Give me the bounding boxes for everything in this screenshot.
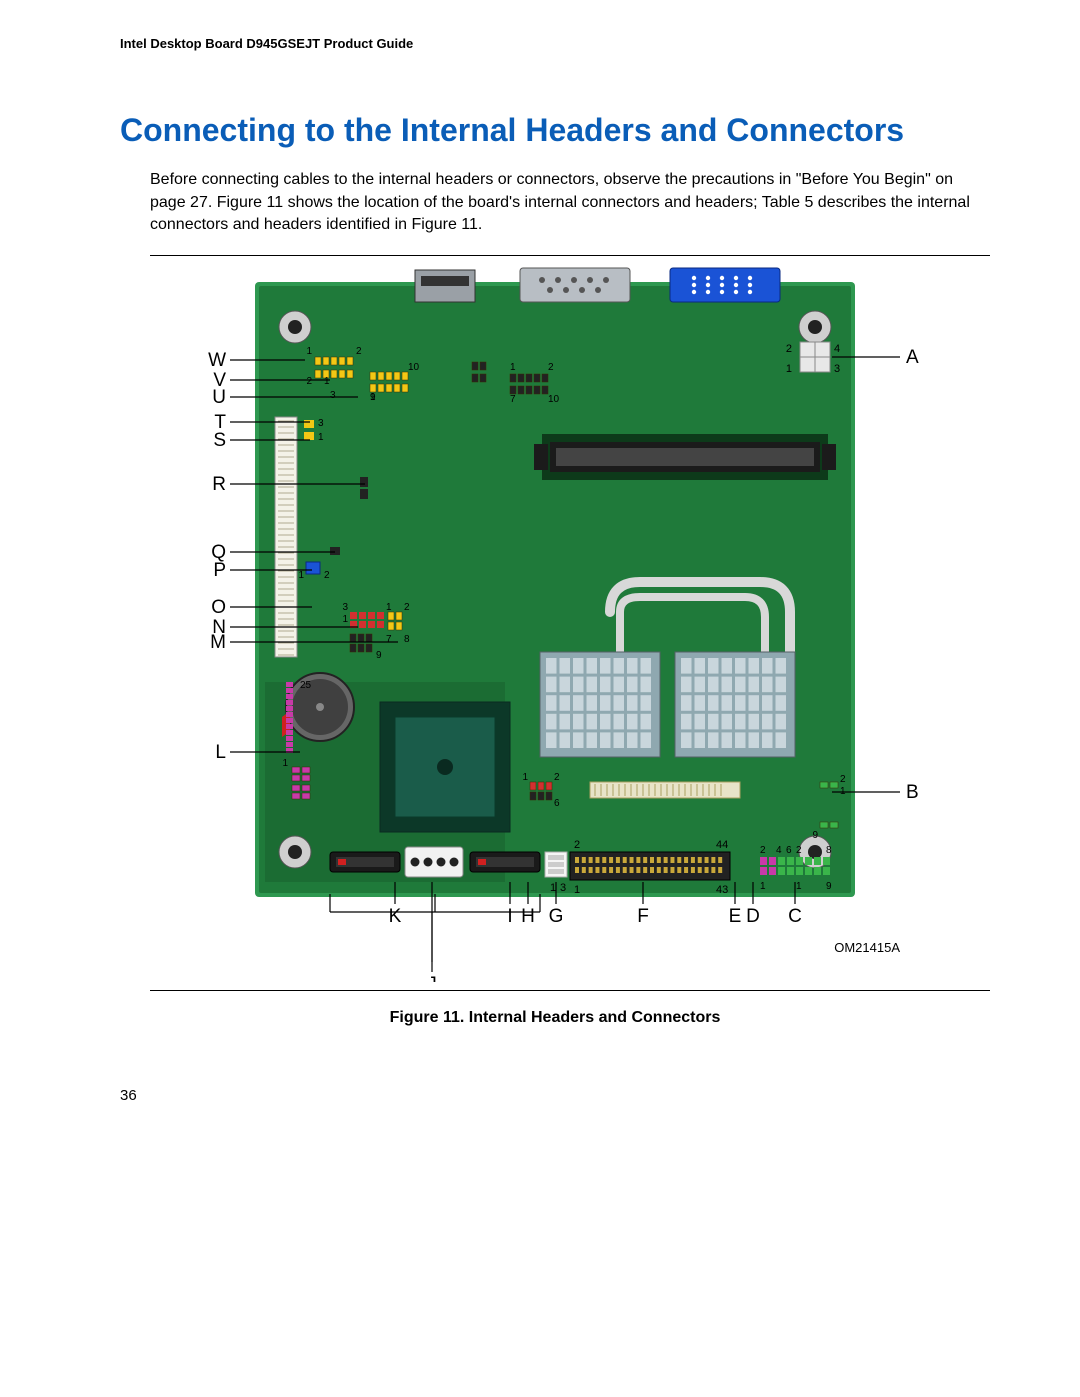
svg-text:1: 1: [760, 881, 766, 892]
svg-text:K: K: [389, 906, 402, 927]
svg-text:2: 2: [404, 602, 410, 613]
svg-text:9: 9: [370, 392, 376, 403]
svg-text:1: 1: [318, 432, 324, 443]
svg-text:2: 2: [760, 845, 766, 856]
svg-text:1: 1: [510, 362, 516, 373]
svg-text:44: 44: [716, 839, 728, 851]
svg-text:2: 2: [324, 570, 330, 581]
svg-text:C: C: [788, 906, 802, 927]
svg-text:1: 1: [386, 602, 392, 613]
svg-text:D: D: [746, 906, 760, 927]
svg-text:6: 6: [786, 845, 792, 856]
svg-text:1: 1: [298, 570, 304, 581]
svg-text:1: 1: [522, 772, 528, 783]
svg-text:4: 4: [834, 343, 840, 355]
svg-text:2: 2: [786, 343, 792, 355]
svg-text:9: 9: [812, 830, 818, 841]
svg-text:1: 1: [342, 614, 348, 625]
svg-text:3: 3: [318, 418, 324, 429]
svg-text:7: 7: [386, 634, 392, 645]
svg-text:2: 2: [574, 839, 580, 851]
svg-text:10: 10: [408, 362, 420, 373]
svg-text:43: 43: [716, 884, 728, 896]
svg-text:3: 3: [560, 882, 566, 894]
svg-text:U: U: [212, 387, 226, 408]
svg-text:M: M: [210, 632, 226, 653]
figure-frame: 1324414324628119214312211013912107311231…: [150, 255, 990, 991]
svg-text:B: B: [906, 782, 919, 803]
svg-text:2: 2: [840, 774, 846, 785]
section-title: Connecting to the Internal Headers and C…: [120, 111, 990, 149]
svg-text:10: 10: [548, 394, 560, 405]
svg-text:8: 8: [404, 634, 410, 645]
svg-text:1: 1: [574, 884, 580, 896]
svg-text:E: E: [729, 906, 742, 927]
svg-text:2: 2: [548, 362, 554, 373]
svg-text:I: I: [507, 906, 512, 927]
svg-text:F: F: [637, 906, 649, 927]
svg-text:J: J: [427, 974, 437, 982]
svg-text:S: S: [213, 430, 226, 451]
svg-text:G: G: [549, 906, 564, 927]
svg-text:3: 3: [834, 363, 840, 375]
svg-text:7: 7: [510, 394, 516, 405]
svg-text:R: R: [212, 474, 226, 495]
svg-text:3: 3: [330, 390, 336, 401]
running-header: Intel Desktop Board D945GSEJT Product Gu…: [120, 36, 990, 51]
svg-text:OM21415A: OM21415A: [834, 940, 900, 955]
board-diagram: 1324414324628119214312211013912107311231…: [150, 262, 990, 982]
svg-text:6: 6: [554, 798, 560, 809]
svg-text:1: 1: [550, 882, 556, 894]
svg-text:9: 9: [826, 881, 832, 892]
svg-text:H: H: [521, 906, 535, 927]
svg-text:1: 1: [324, 376, 330, 387]
page-number: 36: [120, 1087, 990, 1104]
svg-text:1: 1: [796, 881, 802, 892]
svg-text:8: 8: [826, 845, 832, 856]
svg-text:25: 25: [300, 680, 312, 691]
svg-text:9: 9: [376, 650, 382, 661]
svg-text:W: W: [208, 350, 226, 371]
figure-caption: Figure 11. Internal Headers and Connecto…: [120, 1009, 990, 1027]
svg-text:3: 3: [342, 602, 348, 613]
body-paragraph: Before connecting cables to the internal…: [150, 169, 990, 236]
svg-text:1: 1: [306, 346, 312, 357]
svg-text:A: A: [906, 347, 919, 368]
svg-text:2: 2: [796, 845, 802, 856]
svg-text:2: 2: [554, 772, 560, 783]
svg-text:1: 1: [786, 363, 792, 375]
svg-text:4: 4: [776, 845, 782, 856]
svg-text:1: 1: [282, 758, 288, 769]
svg-text:P: P: [213, 560, 226, 581]
svg-text:2: 2: [306, 376, 312, 387]
svg-text:2: 2: [356, 346, 362, 357]
svg-text:L: L: [215, 742, 226, 763]
svg-text:O: O: [211, 597, 226, 618]
